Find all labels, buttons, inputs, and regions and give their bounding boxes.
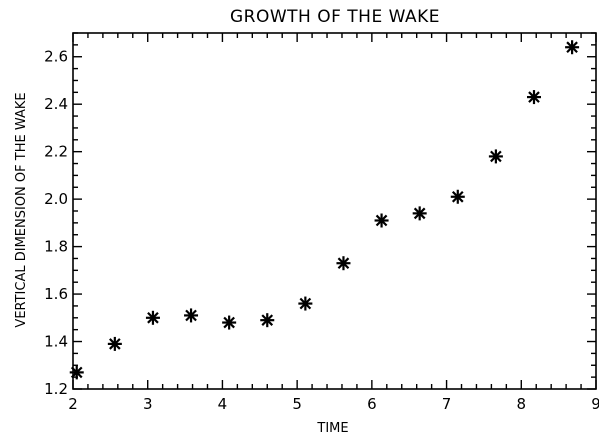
x-axis-label: TIME xyxy=(316,421,348,436)
data-point xyxy=(107,336,122,351)
data-point xyxy=(450,189,465,204)
y-tick-label: 1.8 xyxy=(44,238,68,256)
data-point xyxy=(298,296,313,311)
y-tick-label: 2.4 xyxy=(44,95,68,113)
data-points xyxy=(69,40,580,380)
data-point xyxy=(336,256,351,271)
data-point xyxy=(222,315,237,330)
y-tick-label: 1.6 xyxy=(44,285,68,303)
data-point xyxy=(565,40,580,55)
x-tick-label: 8 xyxy=(517,395,527,413)
x-axis: 2 3 4 5 6 7 8 9 xyxy=(68,33,599,413)
data-point xyxy=(145,310,160,325)
data-point xyxy=(412,206,427,221)
x-tick-label: 9 xyxy=(591,395,599,413)
chart-title: GROWTH OF THE WAKE xyxy=(230,7,440,27)
y-tick-label: 2.0 xyxy=(44,190,68,208)
x-tick-label: 5 xyxy=(292,395,302,413)
plot-frame xyxy=(72,32,597,390)
x-tick-label: 7 xyxy=(442,395,452,413)
x-tick-label: 2 xyxy=(68,395,78,413)
x-tick-label: 4 xyxy=(218,395,228,413)
y-axis-label: VERTICAL DIMENSION OF THE WAKE xyxy=(14,92,29,327)
data-point xyxy=(526,90,541,105)
data-point xyxy=(184,308,199,323)
y-tick-label: 1.4 xyxy=(44,333,68,351)
x-tick-label: 3 xyxy=(143,395,153,413)
y-tick-label: 1.2 xyxy=(44,380,68,398)
y-tick-label: 2.6 xyxy=(44,48,68,66)
data-point xyxy=(69,365,84,380)
x-tick-label: 6 xyxy=(367,395,377,413)
data-point xyxy=(488,149,503,164)
data-point xyxy=(260,313,275,328)
y-axis: 1.2 1.4 1.6 1.8 2.0 2.2 2.4 2.6 xyxy=(44,32,596,398)
data-point xyxy=(374,213,389,228)
y-tick-label: 2.2 xyxy=(44,143,68,161)
